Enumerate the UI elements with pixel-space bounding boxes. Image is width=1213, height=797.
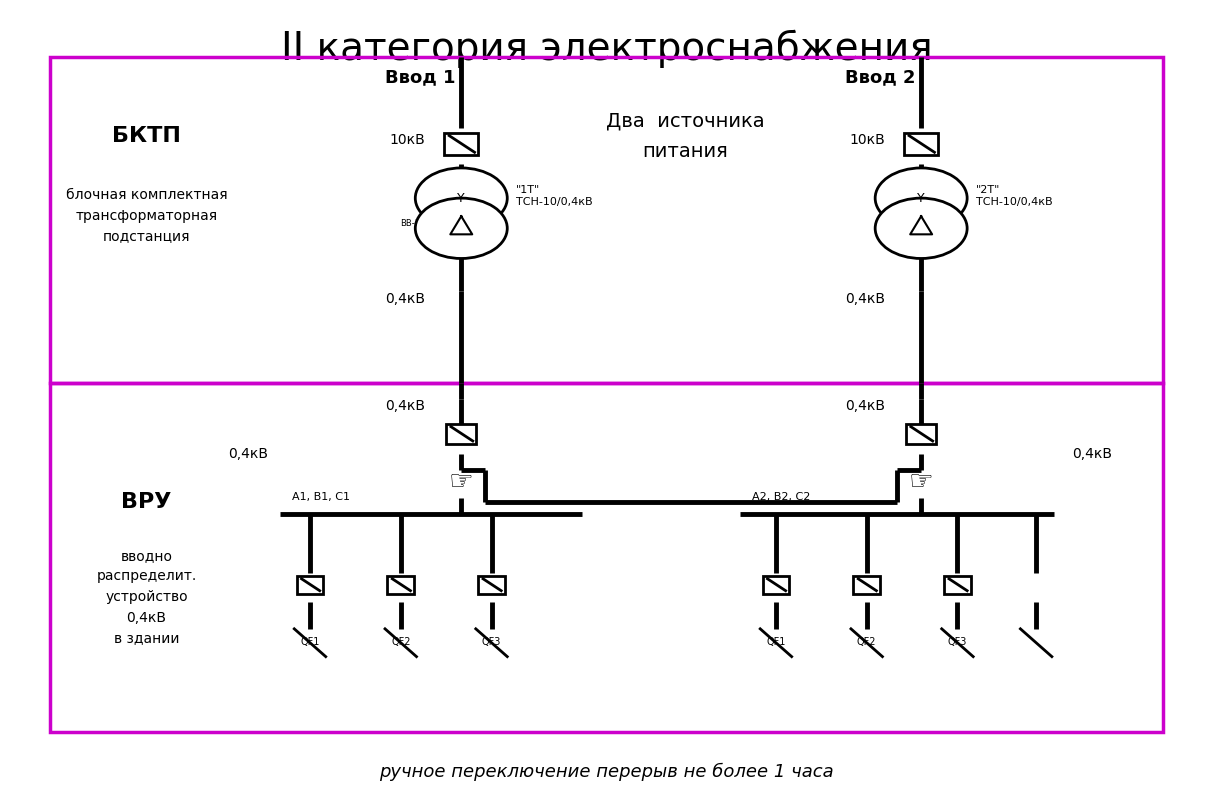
Text: 0,4кВ: 0,4кВ (385, 292, 425, 306)
Text: II категория электроснабжения: II категория электроснабжения (280, 29, 933, 68)
Text: QF1: QF1 (301, 637, 320, 647)
Text: ВРУ: ВРУ (121, 492, 172, 512)
Bar (446, 424, 477, 444)
Text: Ввод 1: Ввод 1 (385, 68, 455, 86)
Text: Ввод 2: Ввод 2 (844, 68, 915, 86)
Text: 0,4кВ: 0,4кВ (385, 399, 425, 414)
Text: 0,4кВ: 0,4кВ (844, 292, 884, 306)
Bar (854, 576, 879, 594)
Text: QF2: QF2 (856, 637, 877, 647)
Text: ☞: ☞ (449, 468, 474, 496)
Circle shape (415, 168, 507, 228)
Text: А2, В2, С2: А2, В2, С2 (752, 492, 810, 502)
Text: ВВ-1кВ: ВВ-1кВ (400, 219, 431, 228)
Bar (387, 576, 414, 594)
Text: "1Т"
ТСН-10/0,4кВ: "1Т" ТСН-10/0,4кВ (516, 185, 592, 206)
Text: 0,4кВ: 0,4кВ (228, 447, 268, 461)
Text: QF1: QF1 (767, 637, 786, 647)
Text: А1, В1, С1: А1, В1, С1 (292, 492, 349, 502)
Bar (297, 576, 324, 594)
Text: Два  источника
питания: Два источника питания (605, 112, 764, 162)
Text: блочная комплектная
трансформаторная
подстанция: блочная комплектная трансформаторная под… (66, 188, 227, 243)
Text: Y: Y (457, 191, 465, 205)
Text: QF3: QF3 (482, 637, 501, 647)
Text: вводно
распределит.
устройство
0,4кВ
в здании: вводно распределит. устройство 0,4кВ в з… (97, 549, 197, 646)
Bar (904, 133, 938, 155)
Text: 10кВ: 10кВ (849, 133, 884, 147)
Circle shape (415, 198, 507, 258)
Bar (944, 576, 970, 594)
Text: 10кВ: 10кВ (389, 133, 425, 147)
Text: 0,4кВ: 0,4кВ (844, 399, 884, 414)
Circle shape (875, 198, 967, 258)
Text: ☞: ☞ (909, 468, 934, 496)
Bar (478, 576, 505, 594)
Bar (763, 576, 790, 594)
Text: "2Т"
ТСН-10/0,4кВ: "2Т" ТСН-10/0,4кВ (975, 185, 1052, 206)
Text: Y: Y (917, 191, 926, 205)
Bar (444, 133, 478, 155)
Text: QF3: QF3 (947, 637, 967, 647)
Text: БКТП: БКТП (112, 127, 181, 147)
Text: 0,4кВ: 0,4кВ (1072, 447, 1112, 461)
Text: QF2: QF2 (391, 637, 410, 647)
Circle shape (875, 168, 967, 228)
Text: ручное переключение перерыв не более 1 часа: ручное переключение перерыв не более 1 ч… (380, 763, 833, 781)
Bar (906, 424, 936, 444)
